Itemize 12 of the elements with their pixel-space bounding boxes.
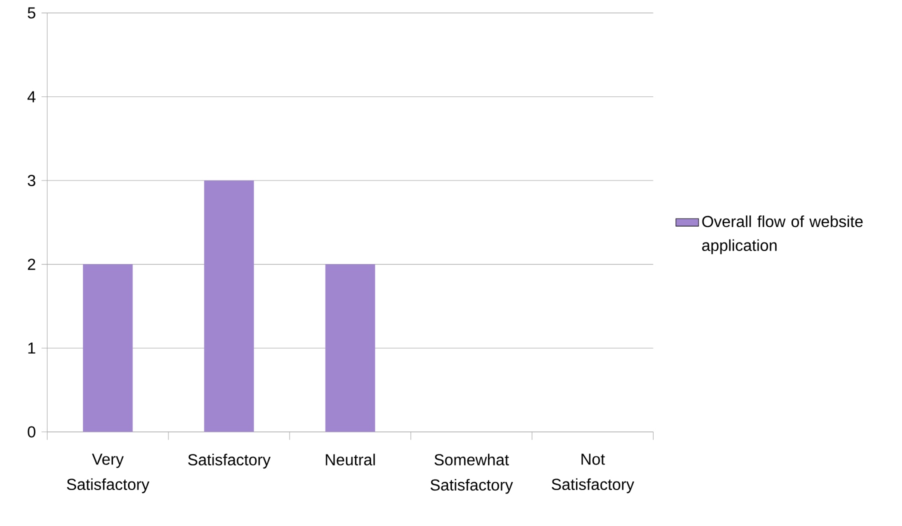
x-tick-label: Very Satisfactory [66, 454, 150, 493]
legend-label: Overall flow of website application [702, 215, 863, 254]
y-tick-label: 4 [28, 91, 36, 102]
x-tick-label: Not Satisfactory [552, 454, 634, 493]
y-tick-label: 1 [28, 342, 36, 354]
y-tick-label: 2 [28, 258, 36, 270]
y-tick-label: 3 [28, 174, 36, 186]
y-tick-label: 5 [28, 7, 36, 18]
x-tick-label: Satisfactory [188, 454, 271, 468]
x-tick-label: Neutral [326, 454, 375, 466]
y-tick-label: 0 [28, 426, 36, 438]
x-tick-label: Somewhat Satisfactory [430, 454, 513, 494]
